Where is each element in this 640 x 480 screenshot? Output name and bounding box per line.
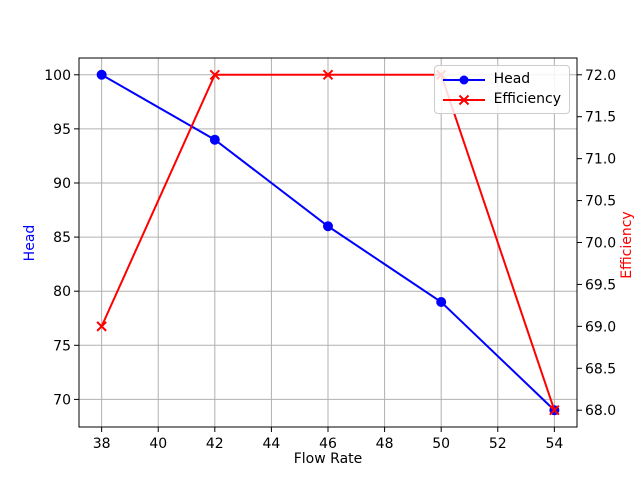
gridlines	[79, 58, 577, 427]
svg-text:50: 50	[432, 436, 450, 452]
svg-text:75: 75	[53, 338, 71, 354]
svg-text:69.5: 69.5	[585, 277, 616, 293]
svg-text:95: 95	[53, 122, 71, 138]
svg-text:40: 40	[149, 436, 167, 452]
svg-text:52: 52	[489, 436, 507, 452]
svg-text:46: 46	[319, 436, 337, 452]
legend-item-head: Head	[441, 70, 561, 89]
legend: Head Efficiency	[433, 65, 570, 114]
legend-label-head: Head	[493, 71, 531, 87]
svg-text:70.5: 70.5	[585, 194, 616, 210]
y-left-tick-labels: 70 75 80 85 90 95 100	[44, 68, 79, 408]
svg-text:72.0: 72.0	[585, 68, 616, 84]
svg-text:71.0: 71.0	[585, 152, 616, 168]
legend-label-efficiency: Efficiency	[493, 91, 561, 107]
x-axis-label: Flow Rate	[293, 451, 363, 467]
y-right-tick-labels: 68.0 68.5 69.0 69.5 70.0 70.5 71.0 71.5 72.0	[577, 68, 616, 419]
svg-text:68.5: 68.5	[585, 361, 616, 377]
svg-text:70.0: 70.0	[585, 236, 616, 252]
svg-text:48: 48	[376, 436, 394, 452]
svg-text:42: 42	[206, 436, 224, 452]
svg-text:85: 85	[53, 230, 71, 246]
svg-text:71.5: 71.5	[585, 110, 616, 126]
y-axis-label-left: Head	[22, 224, 38, 262]
svg-text:44: 44	[262, 436, 280, 452]
svg-text:38: 38	[93, 436, 111, 452]
svg-text:100: 100	[44, 68, 71, 84]
x-tick-labels: 38 40 42 44 46 48 50 52 54	[93, 427, 563, 452]
svg-text:80: 80	[53, 284, 71, 300]
svg-text:54: 54	[545, 436, 563, 452]
legend-item-efficiency: Efficiency	[441, 90, 561, 109]
efficiency-line-sample-icon	[442, 94, 485, 105]
head-line-sample-icon	[442, 75, 485, 84]
svg-text:70: 70	[53, 392, 71, 408]
svg-text:69.0: 69.0	[585, 319, 616, 335]
y-axis-label-right: Efficiency	[619, 211, 635, 279]
svg-text:68.0: 68.0	[585, 403, 616, 419]
svg-text:90: 90	[53, 176, 71, 192]
